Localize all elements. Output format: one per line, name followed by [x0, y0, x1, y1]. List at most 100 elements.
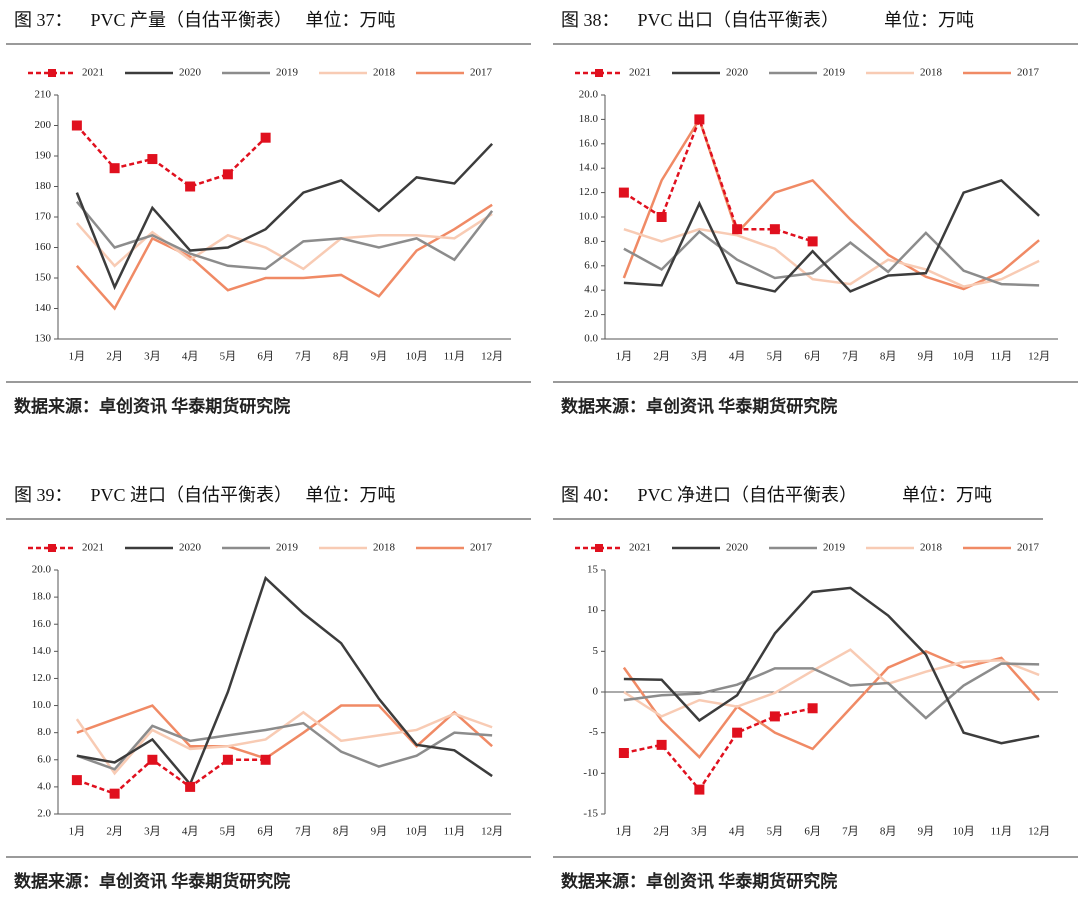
source: 数据来源：卓创资讯 华泰期货研究院	[6, 856, 531, 892]
x-tick-label: 10月	[953, 826, 975, 838]
point-marker	[732, 224, 743, 235]
point-marker	[807, 703, 818, 714]
panel: 图 38： PVC 出口（自估平衡表） 单位：万吨 0.0 2.0 4.0 6.0 8.…	[553, 0, 1078, 417]
point-marker	[222, 169, 233, 180]
y-tick-label: 150	[35, 272, 52, 284]
chart-title: 图 39： PVC 进口（自估平衡表） 单位：万吨	[6, 475, 531, 520]
x-tick-label: 10月	[406, 826, 428, 838]
point-marker	[109, 163, 120, 174]
legend-label: 2019	[276, 542, 299, 554]
y-tick-label: 8.0	[584, 235, 598, 247]
x-tick-label: 2月	[106, 351, 123, 363]
series-line	[76, 758, 266, 796]
x-tick-label: 3月	[144, 826, 161, 838]
series-line	[623, 586, 1040, 745]
x-tick-label: 10月	[953, 351, 975, 363]
x-tick-label: 4月	[182, 826, 199, 838]
series-line	[623, 178, 1040, 293]
y-tick-label: 2.0	[584, 308, 598, 320]
y-tick-label: 190	[35, 150, 52, 162]
legend-marker	[48, 69, 56, 77]
point-marker	[260, 754, 271, 765]
x-tick-label: 8月	[880, 826, 897, 838]
x-tick-label: 12月	[1028, 826, 1050, 838]
legend-label: 2021	[82, 67, 104, 79]
series-line	[76, 704, 493, 760]
legend-marker	[48, 544, 56, 552]
y-tick-label: 20.0	[32, 564, 52, 576]
x-tick-label: 11月	[444, 826, 466, 838]
legend-label: 2020	[726, 542, 749, 554]
y-tick-label: 2.0	[37, 808, 51, 820]
x-tick-label: 6月	[257, 826, 274, 838]
x-tick-label: 5月	[767, 351, 784, 363]
x-tick-label: 7月	[295, 826, 312, 838]
series-line	[75, 142, 494, 291]
x-tick-label: 3月	[144, 351, 161, 363]
legend-label: 2017	[470, 67, 493, 79]
y-tick-label: 6.0	[584, 259, 598, 271]
y-tick-label: 20.0	[579, 89, 599, 101]
y-tick-label: 4.0	[584, 284, 598, 296]
legend-label: 2018	[920, 67, 943, 79]
x-tick-label: 5月	[220, 351, 237, 363]
legend-label: 2020	[179, 67, 202, 79]
y-tick-label: -5	[589, 726, 599, 738]
series-line	[623, 707, 813, 792]
chart-title: 图 40： PVC 净进口（自估平衡表） 单位：万吨	[553, 475, 1043, 520]
legend-label: 2018	[920, 542, 943, 554]
panel: 图 37： PVC 产量（自估平衡表） 单位：万吨 130 140 150 160 17…	[6, 0, 531, 417]
series-line	[623, 229, 1040, 287]
x-tick-label: 2月	[653, 351, 670, 363]
y-tick-label: 10.0	[579, 211, 599, 223]
legend-label: 2021	[629, 542, 651, 554]
x-tick-label: 12月	[481, 351, 503, 363]
point-marker	[71, 775, 82, 786]
legend-label: 2020	[726, 67, 749, 79]
legend-label: 2017	[1017, 67, 1040, 79]
panel: 图 39： PVC 进口（自估平衡表） 单位：万吨 2.0 4.0 6.0 8.0 10…	[6, 475, 531, 892]
y-tick-label: 130	[35, 333, 52, 345]
x-tick-label: 7月	[295, 351, 312, 363]
series-line	[75, 203, 493, 311]
y-tick-label: 8.0	[37, 726, 51, 738]
source: 数据来源：卓创资讯 华泰期货研究院	[553, 856, 1078, 892]
x-tick-label: 1月	[616, 351, 633, 363]
panel: 图 40： PVC 净进口（自估平衡表） 单位：万吨 -15 -10 -5 0 5 10 1…	[553, 475, 1078, 892]
y-tick-label: 16.0	[579, 137, 599, 149]
legend-label: 2018	[373, 542, 396, 554]
y-tick-label: 6.0	[37, 753, 51, 765]
series-line	[623, 227, 1040, 288]
y-tick-label: 15	[587, 564, 599, 576]
x-tick-label: 11月	[991, 351, 1013, 363]
y-tick-label: 0	[593, 686, 599, 698]
legend-marker	[595, 544, 603, 552]
point-marker	[222, 754, 233, 765]
legend-label: 2019	[823, 542, 846, 554]
x-tick-label: 9月	[918, 351, 935, 363]
point-marker	[769, 224, 780, 235]
chart-title: 图 38： PVC 出口（自估平衡表） 单位：万吨	[553, 0, 1078, 45]
x-tick-label: 6月	[804, 826, 821, 838]
x-tick-label: 2月	[106, 826, 123, 838]
legend-label: 2019	[276, 67, 299, 79]
y-tick-label: 5	[593, 645, 599, 657]
y-tick-label: 10	[587, 604, 599, 616]
x-tick-label: 11月	[444, 351, 466, 363]
point-marker	[147, 154, 158, 165]
point-marker	[769, 711, 780, 722]
point-marker	[185, 781, 196, 792]
series-line	[76, 721, 493, 771]
y-tick-label: 12.0	[32, 672, 52, 684]
point-marker	[656, 212, 667, 222]
series-line	[623, 648, 1040, 718]
series-line	[76, 575, 493, 787]
legend-label: 2017	[470, 542, 493, 554]
y-tick-label: 200	[35, 119, 52, 131]
x-tick-label: 1月	[69, 351, 86, 363]
x-tick-label: 12月	[1028, 351, 1050, 363]
x-tick-label: 12月	[481, 826, 503, 838]
x-tick-label: 7月	[842, 351, 859, 363]
x-tick-label: 5月	[767, 826, 784, 838]
